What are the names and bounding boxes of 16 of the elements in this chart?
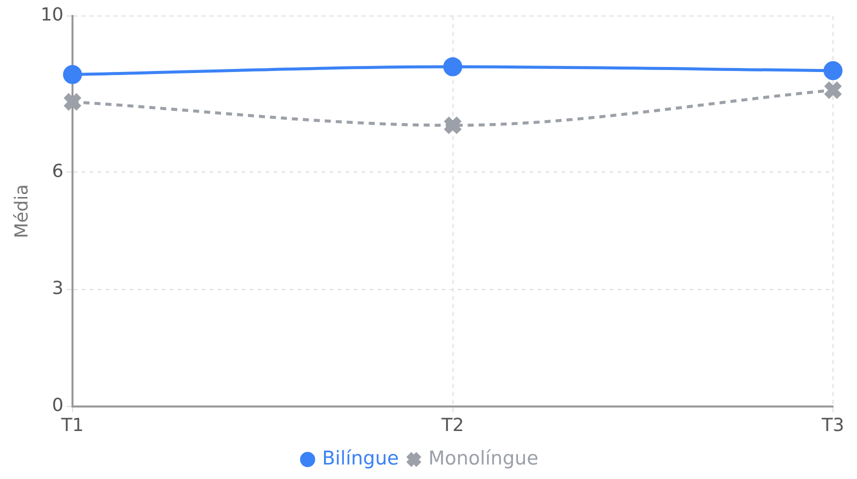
x-tick-label: T3 — [820, 414, 844, 436]
x-tick-label: T1 — [60, 414, 84, 436]
y-tick-label: 0 — [52, 395, 64, 416]
point — [824, 61, 842, 80]
point — [442, 115, 463, 136]
x-tick-label: T2 — [440, 414, 464, 436]
point — [62, 92, 82, 112]
point — [823, 80, 843, 100]
point — [443, 57, 462, 76]
point — [63, 65, 82, 84]
y-tick-label: 6 — [52, 160, 64, 182]
y-tick-label: 3 — [52, 278, 64, 299]
y-axis-title: Média — [11, 184, 32, 238]
legend-label: Bilíngue — [322, 447, 399, 470]
legend-label: Monolíngue — [428, 447, 538, 470]
y-tick-label: 10 — [40, 4, 64, 26]
